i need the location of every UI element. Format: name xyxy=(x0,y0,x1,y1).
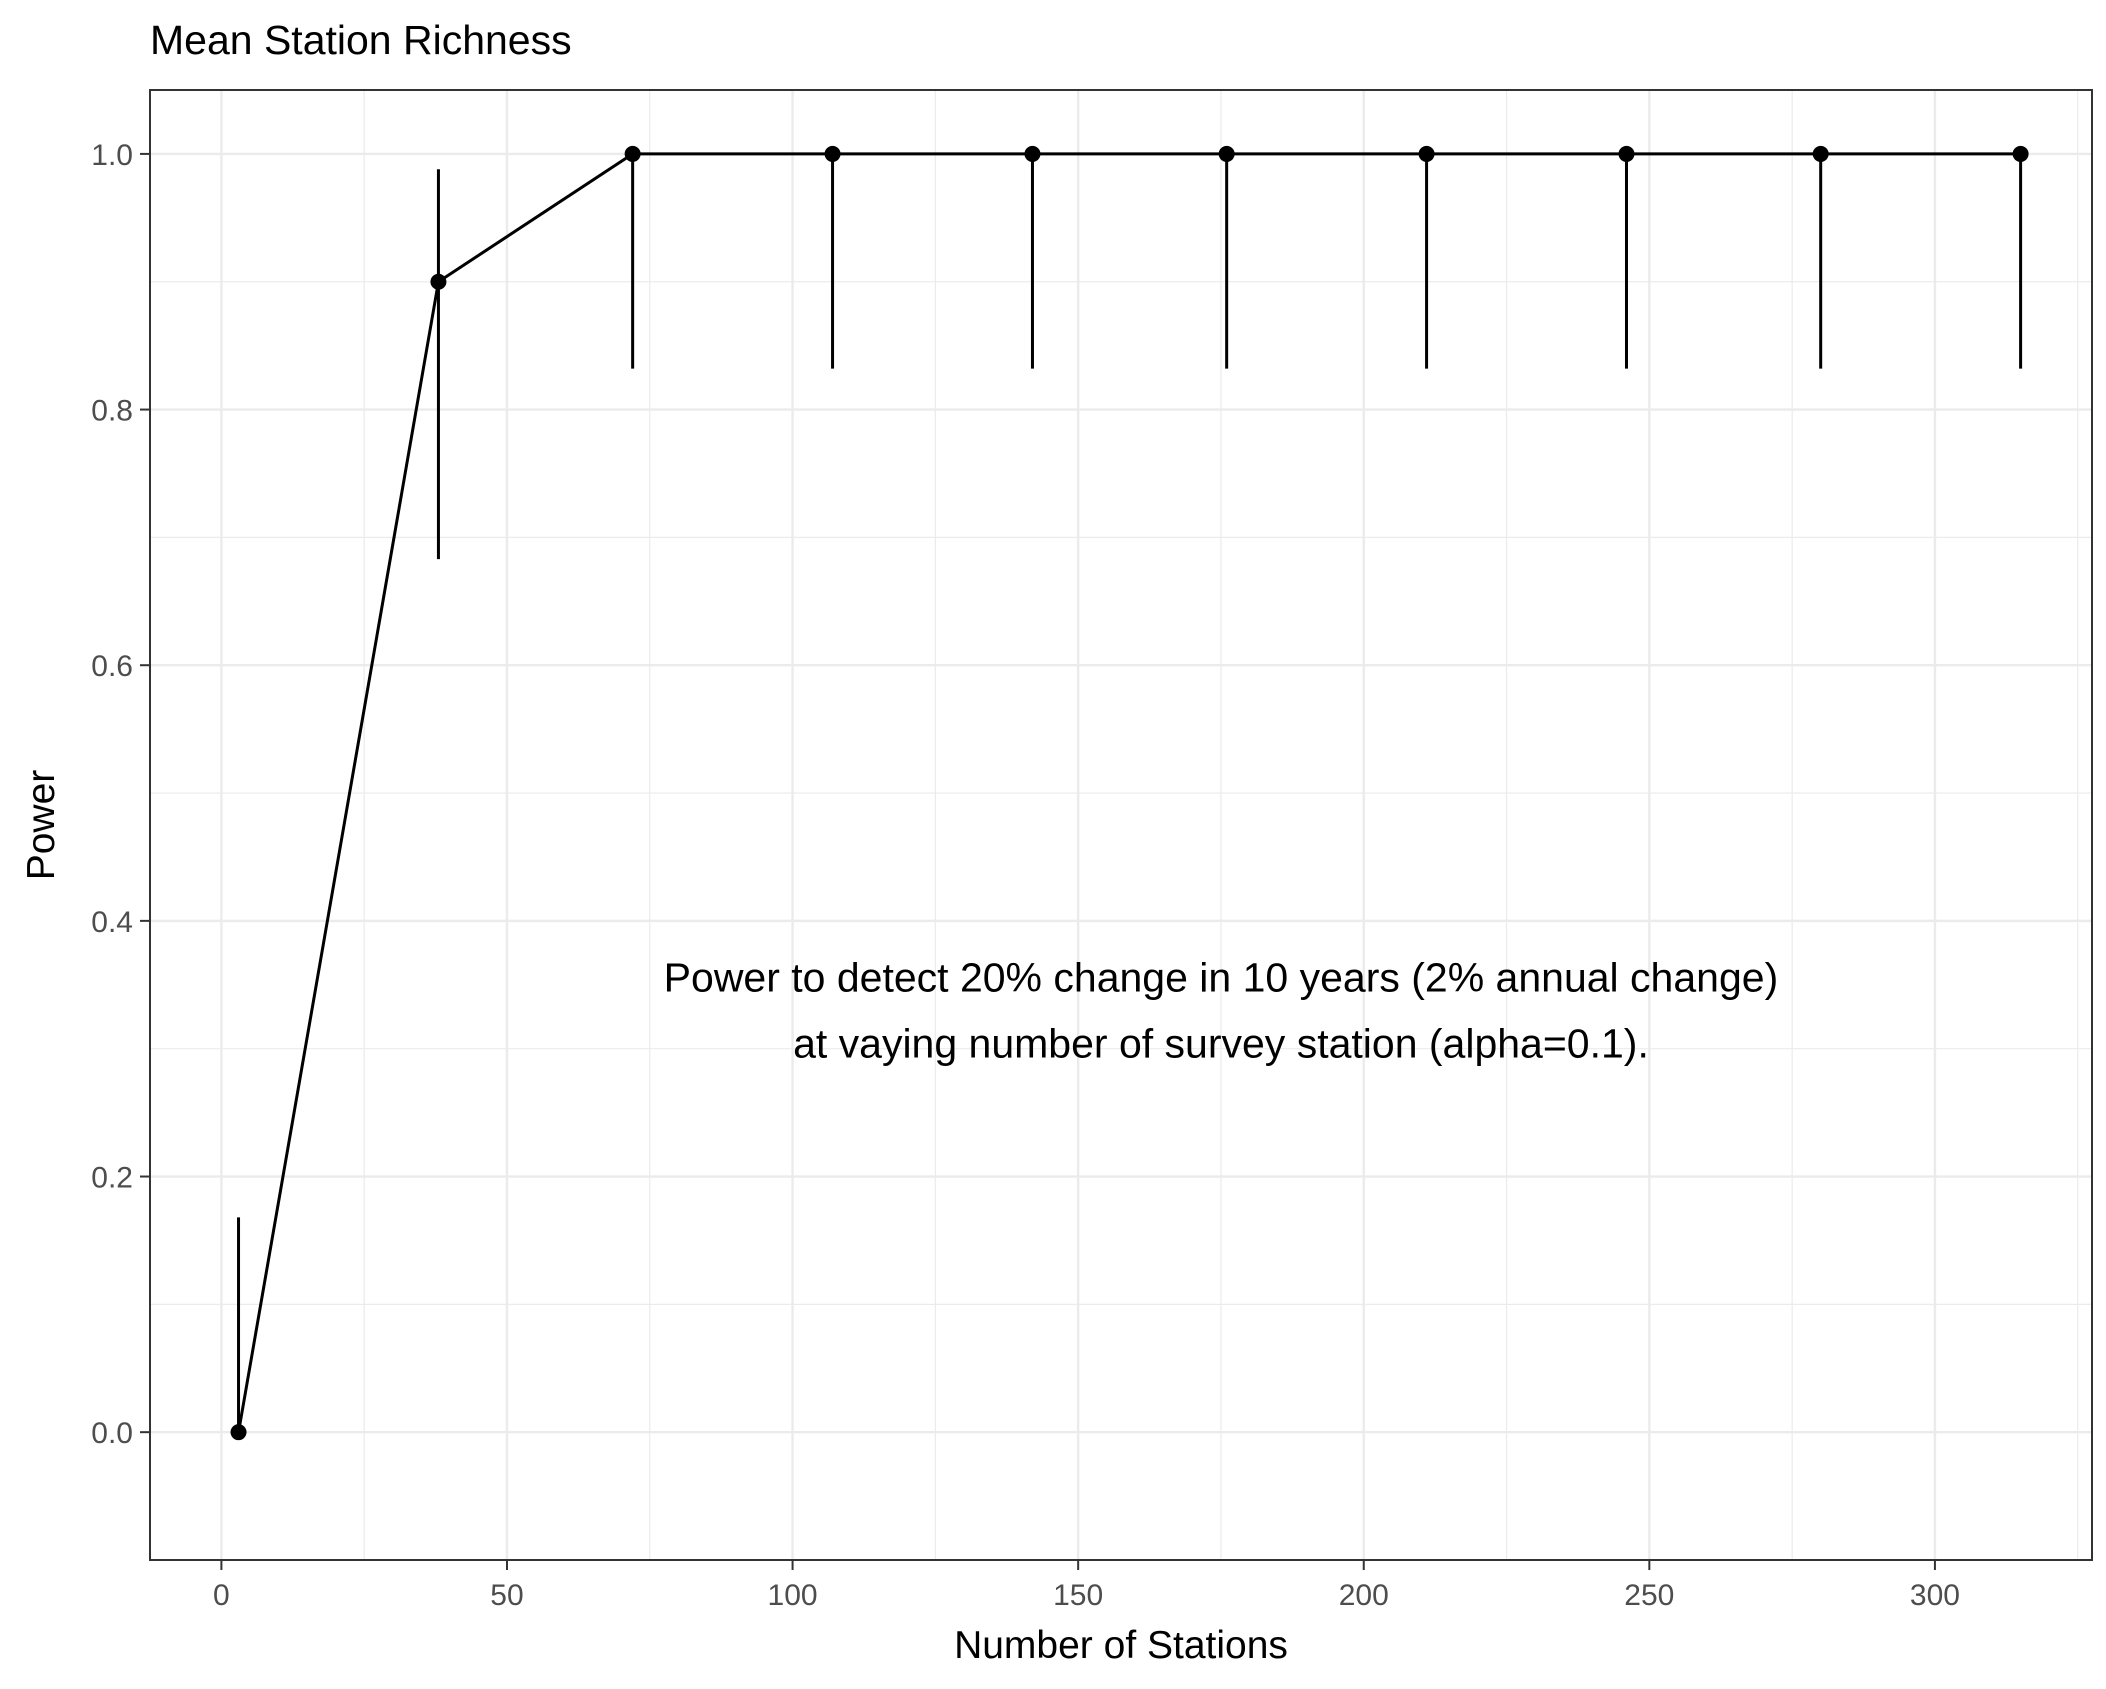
chart-title: Mean Station Richness xyxy=(150,17,572,63)
x-tick-label: 250 xyxy=(1624,1579,1674,1612)
data-point xyxy=(2012,145,2029,162)
data-point xyxy=(1218,145,1235,162)
data-point xyxy=(824,145,841,162)
annotation-line-2: at vaying number of survey station (alph… xyxy=(793,1020,1649,1066)
data-series xyxy=(230,145,2029,1441)
data-point xyxy=(1618,145,1635,162)
y-tick-label: 0.2 xyxy=(91,1162,133,1195)
y-tick-label: 0.0 xyxy=(91,1417,133,1450)
x-axis-title: Number of Stations xyxy=(954,1624,1288,1667)
y-tick-label: 0.8 xyxy=(91,395,133,428)
data-point xyxy=(624,145,641,162)
panel-border xyxy=(149,89,2093,1561)
x-tick-label: 50 xyxy=(490,1579,523,1612)
y-tick-label: 0.4 xyxy=(91,906,133,939)
data-point xyxy=(1812,145,1829,162)
series-line xyxy=(237,152,2021,1433)
y-tick-label: 0.6 xyxy=(91,650,133,683)
data-point xyxy=(230,1424,247,1441)
x-tick-label: 100 xyxy=(768,1579,818,1612)
data-point xyxy=(1024,145,1041,162)
data-point xyxy=(430,273,447,290)
axes: 0 50 100 150 200 250 300 0.0 0.2 0.4 0.6 0.8 1.0 xyxy=(91,139,1960,1612)
x-tick-label: 0 xyxy=(213,1579,230,1612)
annotation-line-1: Power to detect 20% change in 10 years (… xyxy=(664,954,1779,1000)
y-axis-title: Power xyxy=(20,770,63,881)
x-tick-label: 300 xyxy=(1910,1579,1960,1612)
data-point xyxy=(1418,145,1435,162)
x-tick-label: 200 xyxy=(1339,1579,1389,1612)
y-tick-label: 1.0 xyxy=(91,139,133,172)
grid-lines xyxy=(150,90,2092,1560)
x-tick-label: 150 xyxy=(1053,1579,1103,1612)
